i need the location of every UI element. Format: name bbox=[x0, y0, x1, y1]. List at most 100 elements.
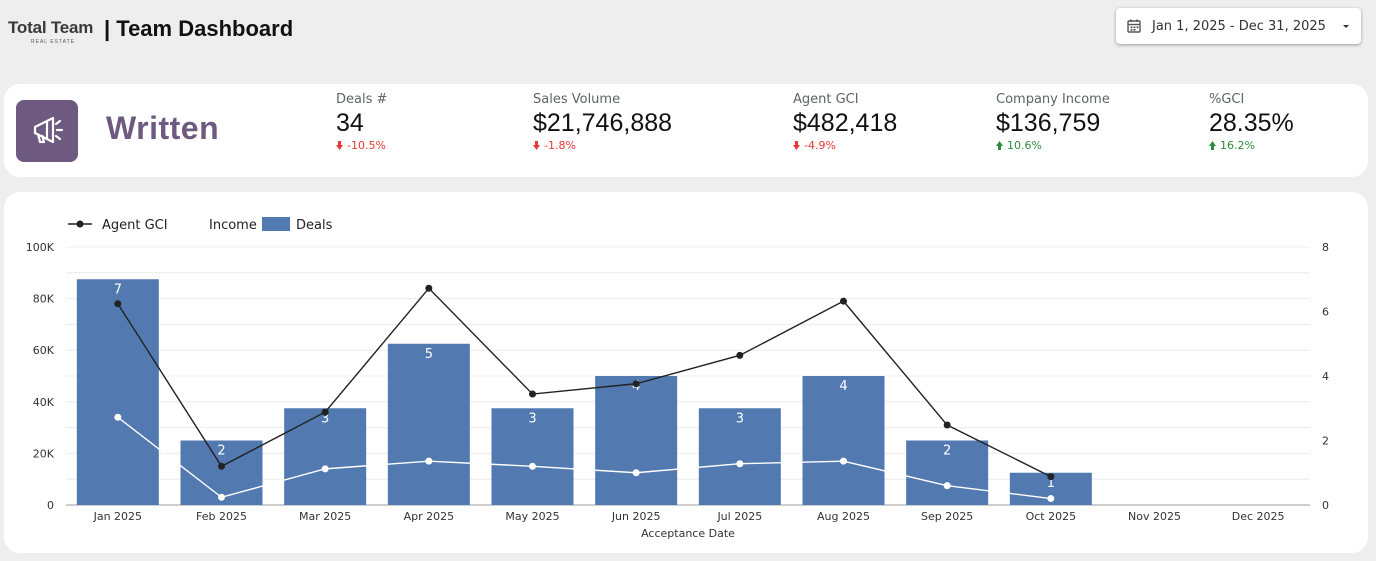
x-axis-tick: Mar 2025 bbox=[299, 510, 351, 523]
right-axis-tick: 6 bbox=[1322, 306, 1329, 319]
agent-gci-point[interactable] bbox=[218, 462, 225, 470]
date-range-picker[interactable]: Jan 1, 2025 - Dec 31, 2025 bbox=[1116, 8, 1361, 44]
metric-delta-value: -10.5% bbox=[347, 139, 386, 152]
metric-delta-value: -4.9% bbox=[804, 139, 836, 152]
x-axis-title: Acceptance Date bbox=[641, 527, 735, 540]
metric-delta-value: -1.8% bbox=[544, 139, 576, 152]
arrow-down-icon bbox=[533, 141, 540, 150]
income-point[interactable] bbox=[840, 457, 847, 465]
income-line bbox=[117, 416, 1051, 500]
metric-company-income: Company Income $136,759 10.6% bbox=[996, 92, 1110, 152]
x-axis-tick: Aug 2025 bbox=[817, 510, 870, 523]
calendar-icon bbox=[1127, 19, 1141, 33]
deals-bar-label: 3 bbox=[528, 411, 536, 426]
metric-delta: -1.8% bbox=[533, 139, 672, 152]
deals-bar[interactable] bbox=[802, 376, 885, 505]
income-point[interactable] bbox=[736, 460, 744, 468]
arrow-up-icon bbox=[996, 141, 1003, 150]
deals-bar[interactable] bbox=[76, 279, 159, 505]
deals-bar-label: 1 bbox=[1047, 476, 1055, 491]
income-point[interactable] bbox=[425, 457, 433, 465]
agent-gci-point[interactable] bbox=[1047, 473, 1055, 481]
agent-gci-point[interactable] bbox=[840, 297, 847, 305]
metric-delta: 16.2% bbox=[1209, 139, 1294, 152]
metric-deals: Deals # 34 -10.5% bbox=[336, 92, 387, 152]
deals-bar[interactable] bbox=[284, 408, 367, 505]
deals-bar-label: 3 bbox=[321, 411, 329, 426]
deals-bar[interactable] bbox=[595, 376, 678, 505]
agent-gci-point[interactable] bbox=[114, 300, 122, 308]
right-axis-tick: 4 bbox=[1322, 370, 1329, 383]
date-range-text: Jan 1, 2025 - Dec 31, 2025 bbox=[1152, 18, 1326, 34]
x-axis: Jan 2025 Feb 2025 Mar 2025 Apr 2025 May 2025… bbox=[93, 510, 1285, 523]
gridlines bbox=[66, 246, 1310, 506]
x-axis-tick: Nov 2025 bbox=[1128, 510, 1181, 523]
deals-bar[interactable] bbox=[387, 343, 470, 505]
agent-gci-point[interactable] bbox=[529, 390, 536, 398]
income-point[interactable] bbox=[632, 469, 640, 477]
income-point[interactable] bbox=[114, 413, 122, 421]
legend-agent-gci: Agent GCI bbox=[102, 218, 168, 233]
deals-bar[interactable] bbox=[906, 440, 989, 506]
deals-bar-label: 5 bbox=[425, 347, 433, 362]
agent-gci-point[interactable] bbox=[632, 380, 640, 388]
x-axis-tick: Apr 2025 bbox=[404, 510, 455, 523]
income-point[interactable] bbox=[321, 465, 329, 473]
agent-gci-point[interactable] bbox=[943, 421, 951, 429]
left-axis-tick: 20K bbox=[33, 447, 55, 460]
metric-value: $21,746,888 bbox=[533, 109, 673, 137]
logo-text: Total Team bbox=[8, 18, 94, 37]
income-point[interactable] bbox=[1047, 495, 1055, 503]
income-point[interactable] bbox=[218, 493, 225, 501]
agent-gci-point[interactable] bbox=[425, 284, 433, 292]
agent-gci-point[interactable] bbox=[736, 351, 744, 359]
income-point[interactable] bbox=[943, 482, 951, 490]
metric-delta: -4.9% bbox=[793, 139, 897, 152]
metric-label: %GCI bbox=[1209, 92, 1245, 107]
kpi-heading: Written bbox=[106, 110, 220, 146]
megaphone-icon bbox=[16, 100, 78, 162]
arrow-down-icon bbox=[336, 141, 343, 150]
left-axis: 0 20K 40K 60K 80K 100K bbox=[26, 241, 55, 512]
x-axis-tick: Jul 2025 bbox=[716, 510, 762, 523]
chart-card: Agent GCI Income Deals 0 20K 40K 60K 80K 100K… bbox=[4, 192, 1368, 553]
deals-bar[interactable] bbox=[698, 408, 781, 505]
deals-bar[interactable] bbox=[491, 408, 574, 505]
legend-income: Income bbox=[209, 218, 257, 233]
x-axis-tick: Sep 2025 bbox=[921, 510, 973, 523]
deals-bars bbox=[76, 279, 1092, 506]
left-axis-tick: 40K bbox=[33, 396, 55, 409]
kpi-card: Written Deals # 34 -10.5% Sales Volume $… bbox=[4, 84, 1368, 177]
legend-agent-gci-marker bbox=[76, 220, 84, 228]
deals-bar-label: 3 bbox=[736, 411, 744, 426]
combo-chart: Agent GCI Income Deals 0 20K 40K 60K 80K 100K… bbox=[26, 217, 1329, 540]
deals-bar-label: 2 bbox=[217, 444, 225, 459]
right-axis-tick: 2 bbox=[1322, 435, 1329, 448]
metric-label: Agent GCI bbox=[793, 92, 859, 107]
metric-agent-gci: Agent GCI $482,418 -4.9% bbox=[793, 92, 897, 152]
x-axis-tick: May 2025 bbox=[505, 510, 559, 523]
deals-bar-label: 2 bbox=[943, 444, 951, 459]
left-axis-tick: 100K bbox=[26, 241, 55, 254]
metric-delta-value: 16.2% bbox=[1220, 139, 1255, 152]
x-axis-tick: Jun 2025 bbox=[611, 510, 661, 523]
x-axis-tick: Oct 2025 bbox=[1026, 510, 1077, 523]
agent-gci-series bbox=[114, 284, 1055, 481]
metric-value: 28.35% bbox=[1209, 109, 1294, 137]
metric-label: Company Income bbox=[996, 92, 1110, 107]
left-axis-tick: 80K bbox=[33, 293, 55, 306]
metric-delta-value: 10.6% bbox=[1007, 139, 1042, 152]
agent-gci-line bbox=[117, 287, 1052, 478]
right-axis: 0 2 4 6 8 bbox=[1322, 241, 1329, 512]
arrow-down-icon bbox=[793, 141, 800, 150]
legend-deals-swatch bbox=[262, 217, 290, 231]
income-point[interactable] bbox=[529, 462, 536, 470]
metric-sales-volume: Sales Volume $21,746,888 -1.8% bbox=[533, 92, 672, 152]
legend[interactable]: Agent GCI Income Deals bbox=[68, 217, 333, 233]
company-logo: Total Team REAL ESTATE bbox=[8, 18, 98, 45]
metric-value: 34 bbox=[336, 109, 364, 137]
x-axis-tick: Jan 2025 bbox=[93, 510, 142, 523]
deals-bar-label: 4 bbox=[839, 379, 847, 394]
agent-gci-point[interactable] bbox=[321, 408, 329, 416]
x-axis-tick: Dec 2025 bbox=[1232, 510, 1285, 523]
